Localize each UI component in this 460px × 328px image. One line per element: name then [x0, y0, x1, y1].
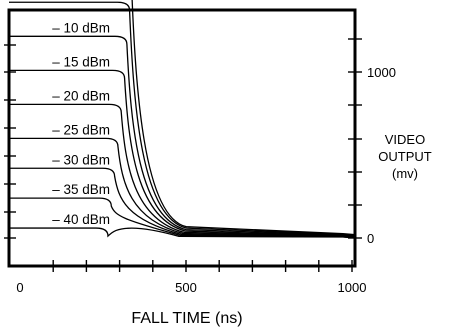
right-ticks	[348, 38, 362, 239]
y-axis-title-line-3: (mv)	[392, 166, 418, 181]
y-axis-title-line-1: VIDEO	[385, 132, 425, 147]
curve-1	[9, 1, 356, 236]
x-tick-label-0: 0	[16, 280, 23, 295]
curve-2	[9, 35, 356, 237]
y-tick-labels: 0 1000	[367, 65, 396, 246]
curve-4	[9, 103, 356, 238]
series-label-7: – 35 dBm	[52, 182, 110, 197]
series-label-5: – 25 dBm	[52, 122, 110, 137]
series-label-6: – 30 dBm	[52, 152, 110, 167]
y-tick-label-0: 0	[367, 231, 374, 246]
curve-6	[9, 167, 356, 239]
curve-8	[9, 227, 356, 239]
series-label-1: – 5 dBm	[60, 0, 110, 1]
series-label-8: – 40 dBm	[52, 212, 110, 227]
series-label-2: – 10 dBm	[52, 20, 110, 35]
curves	[9, 0, 356, 239]
bottom-ticks	[52, 260, 353, 272]
curve-3	[9, 69, 356, 238]
series-label-3: – 15 dBm	[52, 54, 110, 69]
curve-0	[131, 0, 356, 236]
left-ticks	[4, 44, 16, 239]
x-tick-label-2: 1000	[338, 280, 367, 295]
series-labels: 0 dBm– 5 dBm– 10 dBm– 15 dBm– 20 dBm– 25…	[52, 0, 110, 227]
x-tick-labels: 0 500 1000	[16, 280, 366, 295]
y-tick-label-1: 1000	[367, 65, 396, 80]
series-label-4: – 20 dBm	[52, 88, 110, 103]
x-axis-title: FALL TIME (ns)	[131, 310, 242, 327]
curve-7	[9, 197, 356, 239]
curve-5	[9, 137, 356, 239]
x-tick-label-1: 500	[175, 280, 197, 295]
y-axis-title-line-2: OUTPUT	[378, 149, 432, 164]
